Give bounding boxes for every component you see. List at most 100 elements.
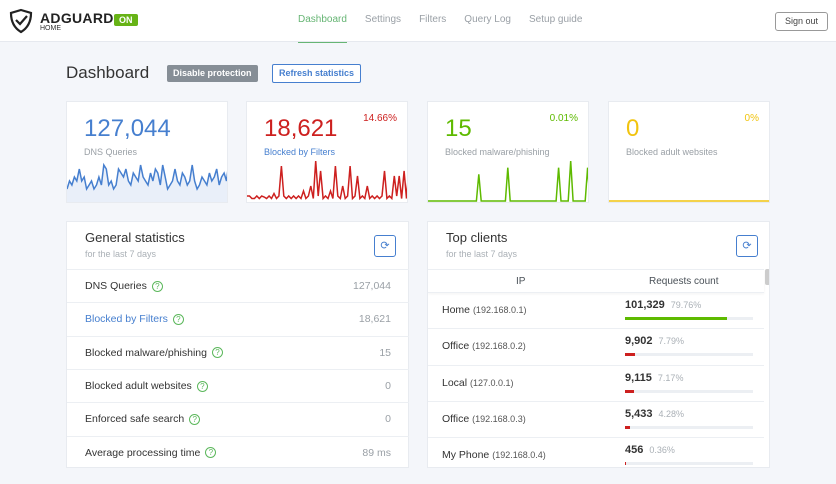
disable-protection-button[interactable]: Disable protection: [167, 65, 258, 82]
panel-subtitle: for the last 7 days: [85, 249, 157, 259]
count-value: 9,902: [625, 335, 653, 348]
stat-row-label: Enforced safe search?: [85, 413, 201, 426]
sparkline-line: [247, 160, 407, 201]
stat-label[interactable]: Blocked by Filters: [264, 147, 336, 157]
help-icon[interactable]: ?: [196, 380, 208, 392]
panel-title: General statistics: [85, 230, 185, 245]
sparkline-chart: [428, 160, 588, 202]
stat-percent: 0%: [744, 113, 759, 124]
request-count: 5,433 4.28%: [625, 408, 684, 420]
label-text: Blocked by Filters: [85, 313, 168, 326]
main-nav: Dashboard Settings Filters Query Log Set…: [298, 14, 583, 43]
client-label: Office: [442, 412, 470, 425]
table-row: Office (192.168.0.2) 9,902 7.79%: [428, 328, 764, 364]
stat-row: Blocked malware/phishing? 15: [67, 335, 409, 369]
stat-row: Blocked adult websites? 0: [67, 368, 409, 402]
client-name: Home (192.168.0.1): [442, 304, 526, 316]
general-statistics-panel: General statistics for the last 7 days ⟳…: [66, 221, 409, 468]
sparkline-chart: [247, 160, 407, 201]
stat-row: Enforced safe search? 0: [67, 402, 409, 435]
stat-row: Average processing time? 89 ms: [67, 435, 409, 469]
refresh-button[interactable]: ⟳: [374, 235, 396, 257]
sparkline-line: [428, 160, 588, 202]
stat-row-label[interactable]: Blocked by Filters?: [85, 313, 184, 325]
refresh-button[interactable]: ⟳: [736, 235, 758, 257]
progress-fill: [625, 353, 635, 357]
progress-bar: [625, 317, 753, 320]
label-text: Enforced safe search: [85, 413, 185, 426]
count-percent: 4.28%: [658, 408, 685, 419]
progress-fill: [625, 425, 631, 429]
stat-row-value: 127,044: [353, 280, 391, 292]
status-badge: ON: [114, 14, 138, 26]
client-name: Office (192.168.0.3): [442, 413, 526, 425]
help-icon[interactable]: ?: [172, 314, 184, 326]
stat-row: Blocked by Filters? 18,621: [67, 302, 409, 335]
client-ip: (127.0.0.1): [470, 377, 514, 388]
client-label: My Phone: [442, 449, 490, 462]
help-icon[interactable]: ?: [205, 447, 217, 459]
stat-percent: 0.01%: [549, 113, 578, 124]
client-name: Office (192.168.0.2): [442, 340, 526, 352]
sign-out-button[interactable]: Sign out: [775, 12, 828, 31]
column-requests-count[interactable]: Requests count: [649, 276, 719, 287]
stat-row-label: Blocked malware/phishing?: [85, 347, 223, 359]
stat-label: DNS Queries: [84, 147, 138, 157]
count-percent: 79.76%: [670, 300, 702, 310]
request-count: 456 0.36%: [625, 444, 675, 456]
progress-fill: [625, 462, 627, 466]
stat-percent: 14.66%: [363, 113, 397, 124]
brand-name: ADGUARD: [40, 10, 114, 26]
stat-card: 127,044 DNS Queries: [66, 101, 228, 203]
progress-bar: [625, 462, 753, 466]
stat-row-value: 18,621: [358, 313, 391, 326]
refresh-icon: ⟳: [742, 240, 752, 252]
count-percent: 7.79%: [658, 336, 685, 347]
label-text: Blocked adult websites: [85, 379, 192, 392]
table-row: Home (192.168.0.1) 101,329 79.76%: [428, 292, 764, 328]
help-icon[interactable]: ?: [189, 413, 201, 425]
sparkline-line: [67, 162, 227, 191]
count-percent: 7.17%: [657, 372, 684, 383]
table-header: IP Requests count: [428, 269, 764, 292]
stat-value: 18,621: [264, 115, 338, 142]
stat-row-value: 0: [385, 379, 391, 392]
count-value: 101,329: [625, 299, 665, 311]
progress-fill: [625, 317, 728, 320]
stat-card: 0 Blocked adult websites 0%: [608, 101, 770, 203]
count-value: 9,115: [625, 371, 652, 384]
progress-bar: [625, 389, 753, 393]
adguard-shield-icon: [9, 8, 33, 34]
scrollbar[interactable]: [765, 269, 769, 285]
label-text: Blocked malware/phishing: [85, 346, 207, 359]
table-row: Office (192.168.0.3) 5,433 4.28%: [428, 400, 764, 437]
stat-row-label: Average processing time?: [85, 447, 217, 459]
help-icon[interactable]: ?: [151, 280, 163, 292]
help-icon[interactable]: ?: [211, 347, 223, 359]
sparkline-chart: [67, 162, 227, 202]
stat-row-label: DNS Queries?: [85, 280, 163, 292]
count-value: 5,433: [625, 407, 653, 420]
request-count: 9,115 7.17%: [625, 372, 683, 384]
request-count: 9,902 7.79%: [625, 335, 684, 347]
refresh-icon: ⟳: [380, 240, 390, 252]
client-ip: (192.168.0.3): [472, 413, 526, 424]
stat-card: 18,621 Blocked by Filters 14.66%: [246, 101, 408, 203]
stat-label: Blocked malware/phishing: [445, 147, 550, 157]
count-value: 456: [625, 444, 644, 457]
brand-subtitle: HOME: [40, 25, 61, 32]
refresh-statistics-button[interactable]: Refresh statistics: [272, 64, 362, 83]
top-clients-panel: Top clients for the last 7 days ⟳ IP Req…: [427, 221, 770, 468]
header: ADGUARD HOME ON Dashboard Settings Filte…: [0, 0, 836, 43]
column-ip[interactable]: IP: [516, 276, 526, 287]
client-name: Local (127.0.0.1): [442, 377, 514, 389]
stat-row-label: Blocked adult websites?: [85, 380, 208, 392]
nav-settings[interactable]: Settings: [364, 14, 402, 25]
nav-query-log[interactable]: Query Log: [464, 14, 511, 25]
stat-row: DNS Queries? 127,044: [67, 269, 409, 302]
stat-value: 15: [445, 115, 472, 142]
nav-dashboard[interactable]: Dashboard: [298, 14, 347, 43]
nav-filters[interactable]: Filters: [419, 14, 447, 25]
nav-setup-guide[interactable]: Setup guide: [529, 14, 583, 25]
client-label: Office: [442, 340, 470, 353]
